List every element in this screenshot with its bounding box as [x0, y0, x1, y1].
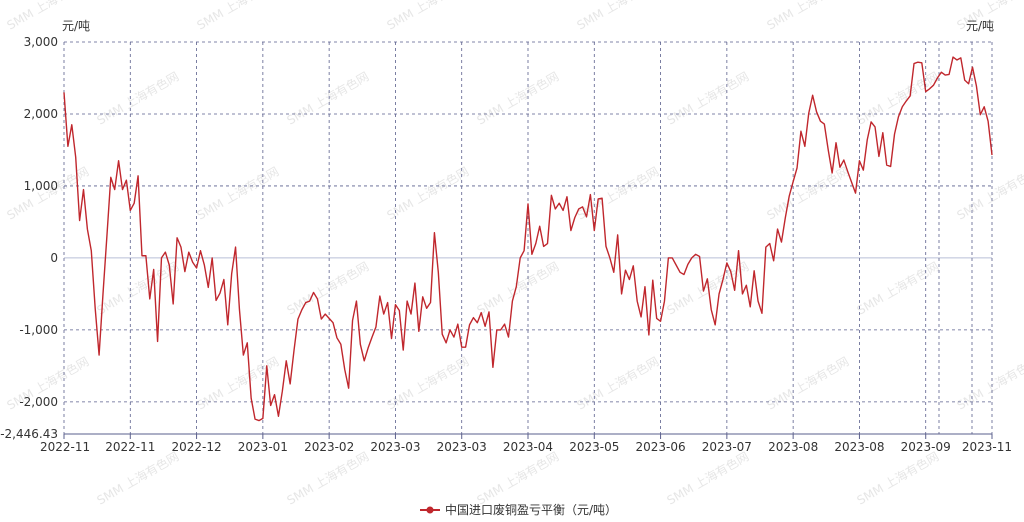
watermark-text: SMM 上海有色网 — [384, 164, 471, 223]
watermark-text: SMM 上海有色网 — [474, 259, 561, 318]
watermark-text: SMM 上海有色网 — [664, 449, 751, 508]
legend[interactable]: 中国进口废铜盈亏平衡（元/吨） — [420, 502, 617, 517]
x-tick-label: 2023-05 — [569, 440, 619, 454]
grid-lines — [63, 41, 993, 439]
watermark-text: SMM 上海有色网 — [474, 69, 561, 128]
x-tick-label: 2023-08 — [768, 440, 818, 454]
x-tick-label: 2022-11 — [40, 440, 90, 454]
x-tick-label: 2023-02 — [304, 440, 354, 454]
y-tick-label: 3,000 — [24, 35, 58, 49]
x-tick-label: 2023-08 — [834, 440, 884, 454]
watermark-text: SMM 上海有色网 — [284, 69, 371, 128]
watermark-layer: SMM 上海有色网 SMM 上海有色网 SMM 上海有色网 SMM 上海有色网 SMM … — [4, 0, 1024, 508]
watermark-text: SMM 上海有色网 — [764, 164, 851, 223]
watermark-text: SMM 上海有色网 — [284, 449, 371, 508]
y-tick-label: -1,000 — [19, 323, 58, 337]
watermark-text: SMM 上海有色网 — [94, 69, 181, 128]
y-axis-ticks: 3,000 2,000 1,000 0 -1,000 -2,000 -2,446.43 — [0, 35, 58, 441]
watermark-text: SMM 上海有色网 — [664, 69, 751, 128]
x-tick-label: 2023-03 — [437, 440, 487, 454]
x-tick-label: 2023-03 — [370, 440, 420, 454]
legend-label: 中国进口废铜盈亏平衡（元/吨） — [445, 502, 617, 517]
y-tick-label: 1,000 — [24, 179, 58, 193]
x-tick-label: 2023-04 — [503, 440, 553, 454]
watermark-text: SMM 上海有色网 — [194, 0, 281, 33]
watermark-text: SMM 上海有色网 — [94, 449, 181, 508]
watermark-text: SMM 上海有色网 — [384, 0, 471, 33]
watermark-text: SMM 上海有色网 — [474, 449, 561, 508]
watermark-text: SMM 上海有色网 — [954, 354, 1024, 413]
x-tick-label: 2023-06 — [636, 440, 686, 454]
watermark-text: SMM 上海有色网 — [854, 259, 941, 318]
y-unit-left: 元/吨 — [62, 19, 90, 33]
watermark-text: SMM 上海有色网 — [764, 354, 851, 413]
y-tick-label: -2,000 — [19, 395, 58, 409]
y-tick-label: -2,446.43 — [0, 427, 58, 441]
watermark-text: SMM 上海有色网 — [574, 354, 661, 413]
series-layer — [63, 56, 993, 422]
watermark-text: SMM 上海有色网 — [384, 354, 471, 413]
watermark-text: SMM 上海有色网 — [954, 164, 1024, 223]
x-tick-label: 2023-11 — [962, 440, 1012, 454]
watermark-text: SMM 上海有色网 — [764, 0, 851, 33]
watermark-text: SMM 上海有色网 — [854, 449, 941, 508]
x-tick-label: 2022-12 — [172, 440, 222, 454]
x-tick-label: 2023-01 — [238, 440, 288, 454]
x-tick-label: 2023-07 — [702, 440, 752, 454]
series-line[interactable] — [63, 56, 993, 422]
watermark-text: SMM 上海有色网 — [194, 164, 281, 223]
watermark-text: SMM 上海有色网 — [574, 0, 661, 33]
x-axis-ticks: 2022-11 2022-11 2022-12 2023-01 2023-02 2023-… — [40, 440, 1012, 454]
x-tick-label: 2023-09 — [901, 440, 951, 454]
watermark-text: SMM 上海有色网 — [94, 259, 181, 318]
y-tick-label: 0 — [50, 251, 58, 265]
legend-marker — [426, 506, 434, 514]
y-tick-label: 2,000 — [24, 107, 58, 121]
watermark-text: SMM 上海有色网 — [284, 259, 371, 318]
x-tick-label: 2022-11 — [105, 440, 155, 454]
y-unit-right: 元/吨 — [966, 19, 994, 33]
